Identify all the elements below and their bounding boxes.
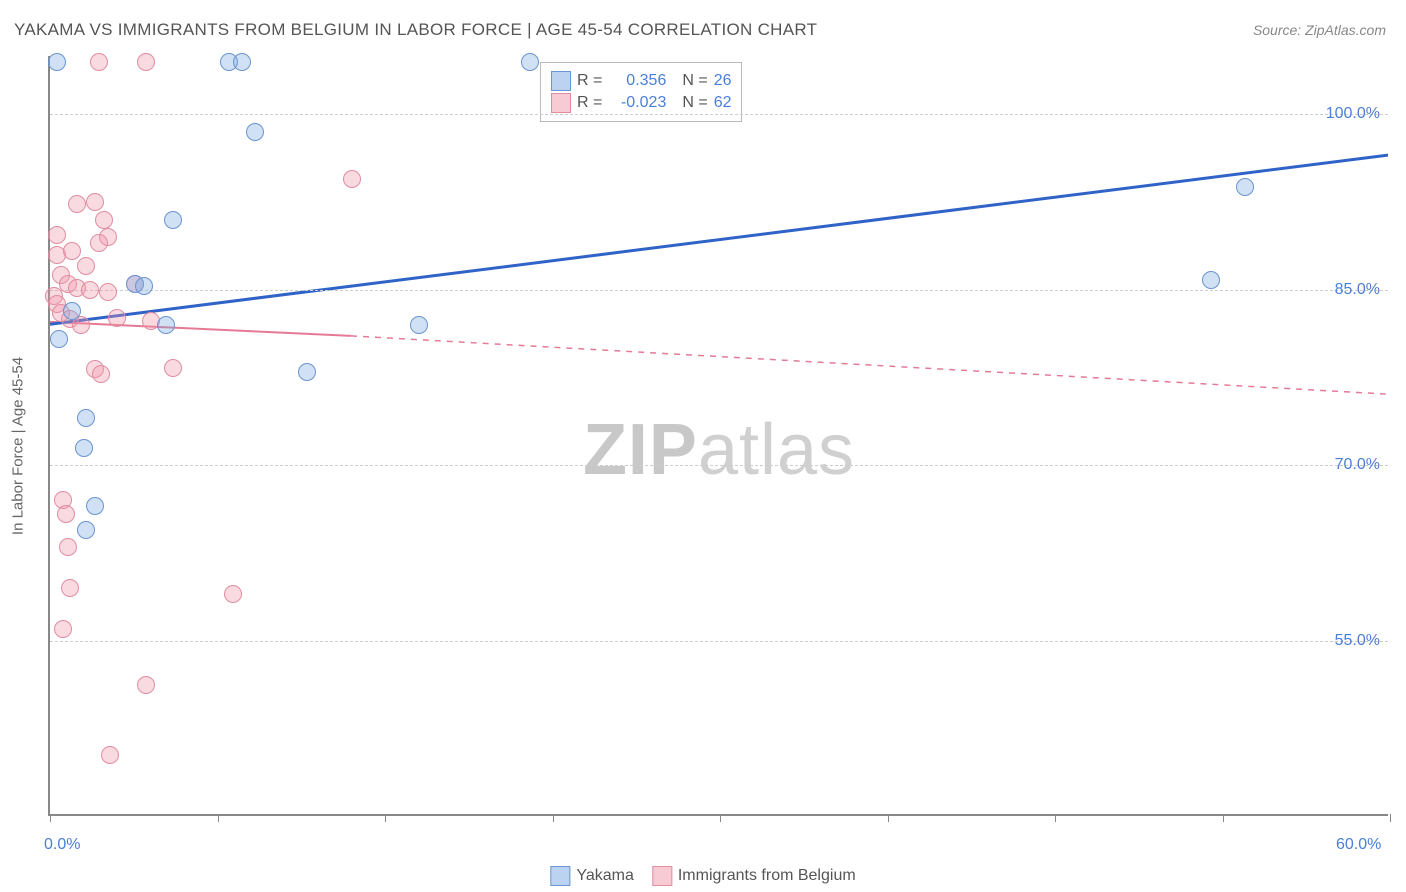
x-tick bbox=[888, 814, 889, 822]
watermark-atlas: atlas bbox=[698, 410, 855, 490]
x-tick bbox=[720, 814, 721, 822]
x-tick-label: 0.0% bbox=[44, 836, 80, 854]
x-tick bbox=[385, 814, 386, 822]
data-point bbox=[90, 53, 108, 71]
data-point bbox=[63, 302, 81, 320]
chart-title: YAKAMA VS IMMIGRANTS FROM BELGIUM IN LAB… bbox=[14, 20, 817, 40]
data-point bbox=[135, 277, 153, 295]
data-point bbox=[77, 257, 95, 275]
x-tick bbox=[50, 814, 51, 822]
y-tick-label: 100.0% bbox=[1326, 105, 1380, 123]
data-point bbox=[101, 746, 119, 764]
swatch-icon bbox=[551, 71, 571, 91]
data-point bbox=[137, 53, 155, 71]
x-tick bbox=[553, 814, 554, 822]
data-point bbox=[108, 309, 126, 327]
y-axis-title: In Labor Force | Age 45-54 bbox=[10, 357, 27, 535]
x-tick bbox=[218, 814, 219, 822]
data-point bbox=[233, 53, 251, 71]
legend-item-belgium: Immigrants from Belgium bbox=[652, 866, 856, 886]
data-point bbox=[164, 359, 182, 377]
data-point bbox=[298, 363, 316, 381]
data-point bbox=[1236, 178, 1254, 196]
legend-correlation-row: R = 0.356 N = 26 bbox=[551, 71, 731, 91]
x-tick-label: 60.0% bbox=[1336, 836, 1381, 854]
legend-item-yakama: Yakama bbox=[550, 866, 634, 886]
data-point bbox=[48, 226, 66, 244]
r-value: 0.356 bbox=[608, 72, 666, 90]
data-point bbox=[164, 211, 182, 229]
r-value: -0.023 bbox=[608, 94, 666, 112]
legend-series: Yakama Immigrants from Belgium bbox=[550, 866, 855, 886]
gridline-h bbox=[50, 465, 1388, 466]
source-label: Source: ZipAtlas.com bbox=[1253, 22, 1386, 38]
data-point bbox=[86, 193, 104, 211]
gridline-h bbox=[50, 114, 1388, 115]
trend-lines bbox=[50, 56, 1388, 814]
r-label: R = bbox=[577, 72, 602, 90]
y-tick-label: 55.0% bbox=[1335, 632, 1380, 650]
plot-area: ZIPatlas R = 0.356 N = 26 R = -0.023 N = 62 55.… bbox=[48, 56, 1388, 816]
data-point bbox=[410, 316, 428, 334]
data-point bbox=[224, 585, 242, 603]
data-point bbox=[92, 365, 110, 383]
data-point bbox=[81, 281, 99, 299]
data-point bbox=[59, 538, 77, 556]
data-point bbox=[343, 170, 361, 188]
data-point bbox=[86, 497, 104, 515]
data-point bbox=[137, 676, 155, 694]
data-point bbox=[1202, 271, 1220, 289]
n-label: N = bbox=[682, 72, 707, 90]
data-point bbox=[77, 521, 95, 539]
data-point bbox=[57, 505, 75, 523]
watermark-zip: ZIP bbox=[583, 410, 698, 490]
x-tick bbox=[1390, 814, 1391, 822]
legend-correlation: R = 0.356 N = 26 R = -0.023 N = 62 bbox=[540, 62, 742, 122]
legend-label-belgium: Immigrants from Belgium bbox=[678, 867, 856, 885]
data-point bbox=[99, 283, 117, 301]
watermark: ZIPatlas bbox=[583, 409, 855, 491]
data-point bbox=[77, 409, 95, 427]
data-point bbox=[54, 620, 72, 638]
legend-correlation-row: R = -0.023 N = 62 bbox=[551, 93, 731, 113]
data-point bbox=[68, 195, 86, 213]
swatch-pink bbox=[652, 866, 672, 886]
x-tick bbox=[1223, 814, 1224, 822]
gridline-h bbox=[50, 641, 1388, 642]
chart-container: YAKAMA VS IMMIGRANTS FROM BELGIUM IN LAB… bbox=[0, 0, 1406, 892]
data-point bbox=[48, 53, 66, 71]
swatch-blue bbox=[550, 866, 570, 886]
legend-label-yakama: Yakama bbox=[576, 867, 634, 885]
n-value: 26 bbox=[714, 72, 732, 90]
gridline-h bbox=[50, 290, 1388, 291]
data-point bbox=[521, 53, 539, 71]
data-point bbox=[50, 330, 68, 348]
data-point bbox=[75, 439, 93, 457]
data-point bbox=[95, 211, 113, 229]
y-tick-label: 70.0% bbox=[1335, 456, 1380, 474]
swatch-icon bbox=[551, 93, 571, 113]
n-label: N = bbox=[682, 94, 707, 112]
data-point bbox=[157, 316, 175, 334]
x-tick bbox=[1055, 814, 1056, 822]
n-value: 62 bbox=[714, 94, 732, 112]
data-point bbox=[90, 234, 108, 252]
data-point bbox=[246, 123, 264, 141]
y-tick-label: 85.0% bbox=[1335, 281, 1380, 299]
r-label: R = bbox=[577, 94, 602, 112]
data-point bbox=[63, 242, 81, 260]
data-point bbox=[61, 579, 79, 597]
